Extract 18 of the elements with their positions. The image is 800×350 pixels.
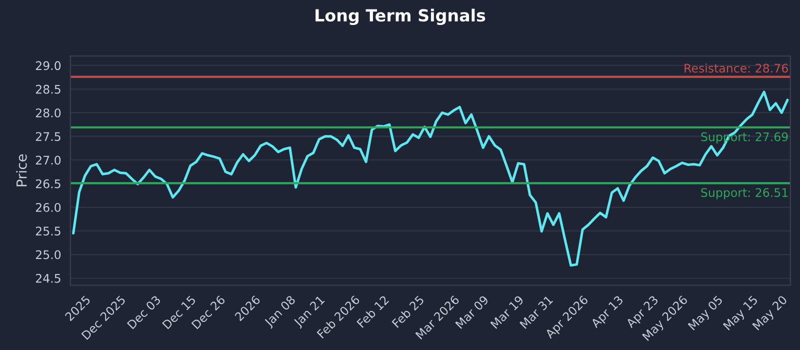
y-tick-label: 25.0 [36, 250, 61, 260]
y-tick-label: 24.5 [36, 274, 60, 283]
x-tick-label: Dec 03 [126, 295, 162, 330]
y-tick-label: 26.5 [36, 179, 60, 188]
x-tick-label: Apr 13 [590, 295, 626, 330]
y-tick-label: 26.0 [36, 202, 61, 212]
y-tick-label: 28.0 [36, 108, 61, 118]
x-tick-label: Feb 25 [391, 295, 424, 328]
y-axis-title: Price [16, 154, 27, 186]
chart-title: Long Term Signals [316, 8, 486, 26]
y-tick-label: 27.0 [36, 156, 61, 165]
line-series [72, 90, 789, 267]
y-tick-label: 28.5 [36, 84, 60, 94]
y-tick-label: 25.5 [36, 226, 60, 236]
y-tick-label: 27.5 [36, 132, 60, 142]
y-tick-label: 29.0 [36, 61, 61, 70]
ref-line-label: Resistance: 28.76 [684, 63, 788, 73]
ref-line-label: Support: 26.51 [701, 188, 788, 200]
